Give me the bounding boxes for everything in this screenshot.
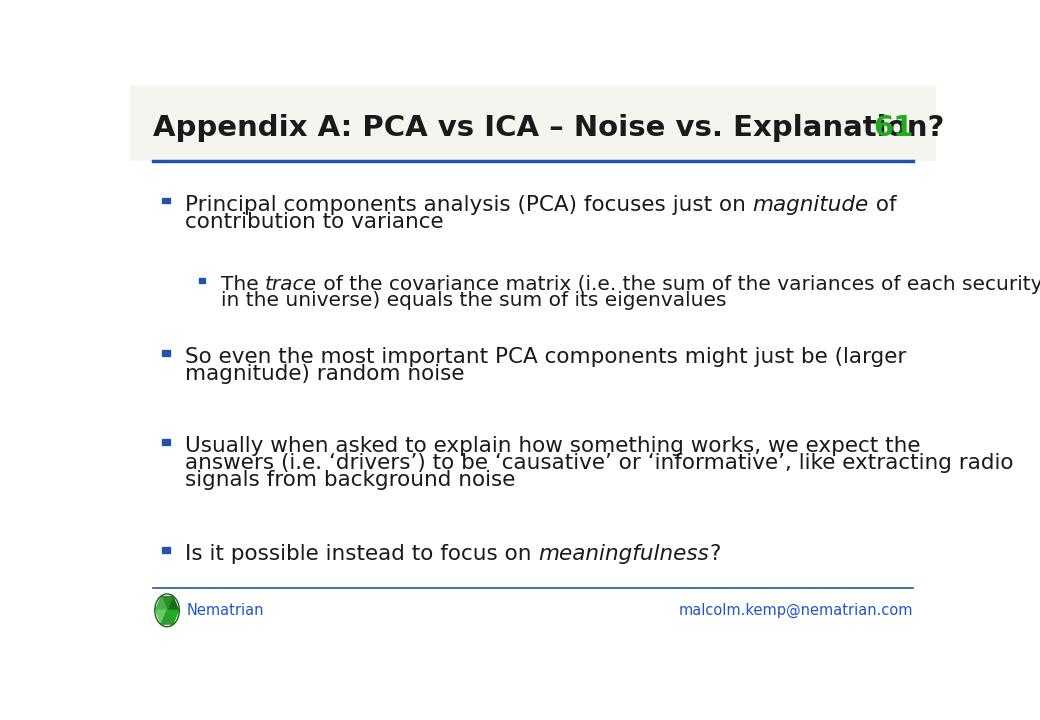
Bar bbox=[162, 350, 171, 356]
Text: Principal components analysis (PCA) focuses just on: Principal components analysis (PCA) focu… bbox=[185, 194, 753, 215]
Text: 61: 61 bbox=[873, 114, 913, 142]
Text: So even the most important PCA components might just be (larger: So even the most important PCA component… bbox=[185, 347, 906, 367]
Text: magnitude) random noise: magnitude) random noise bbox=[185, 364, 464, 384]
Polygon shape bbox=[161, 611, 173, 624]
Bar bbox=[130, 86, 936, 161]
Bar bbox=[162, 198, 171, 203]
Polygon shape bbox=[161, 596, 173, 611]
Text: signals from background noise: signals from background noise bbox=[185, 470, 515, 490]
Text: magnitude: magnitude bbox=[753, 194, 868, 215]
Text: The: The bbox=[222, 275, 265, 294]
Polygon shape bbox=[155, 596, 167, 611]
Text: trace: trace bbox=[265, 275, 317, 294]
Text: of the covariance matrix (i.e. the sum of the variances of each security: of the covariance matrix (i.e. the sum o… bbox=[317, 275, 1040, 294]
Polygon shape bbox=[167, 611, 179, 624]
Text: Nematrian: Nematrian bbox=[186, 603, 264, 618]
Text: Appendix A: PCA vs ICA – Noise vs. Explanation?: Appendix A: PCA vs ICA – Noise vs. Expla… bbox=[153, 114, 944, 142]
Text: of: of bbox=[868, 194, 896, 215]
Text: meaningfulness: meaningfulness bbox=[538, 544, 709, 564]
Bar bbox=[130, 161, 936, 641]
Text: ?: ? bbox=[709, 544, 721, 564]
Text: answers (i.e. ‘drivers’) to be ‘causative’ or ‘informative’, like extracting rad: answers (i.e. ‘drivers’) to be ‘causativ… bbox=[185, 453, 1013, 473]
Text: Usually when asked to explain how something works, we expect the: Usually when asked to explain how someth… bbox=[185, 436, 920, 456]
Text: in the universe) equals the sum of its eigenvalues: in the universe) equals the sum of its e… bbox=[222, 291, 727, 310]
Polygon shape bbox=[167, 596, 179, 611]
Bar bbox=[162, 547, 171, 553]
Bar bbox=[199, 279, 205, 283]
Bar bbox=[162, 439, 171, 444]
Text: contribution to variance: contribution to variance bbox=[185, 212, 443, 232]
Text: malcolm.kemp@nematrian.com: malcolm.kemp@nematrian.com bbox=[679, 603, 913, 618]
Text: Is it possible instead to focus on: Is it possible instead to focus on bbox=[185, 544, 538, 564]
Polygon shape bbox=[155, 611, 167, 624]
